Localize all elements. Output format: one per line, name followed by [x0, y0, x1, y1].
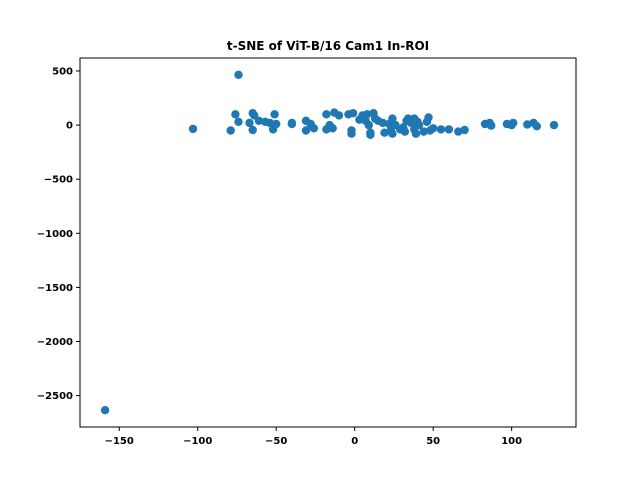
scatter-point — [378, 118, 388, 128]
plot-area-frame — [79, 57, 577, 428]
scatter-point — [364, 120, 373, 130]
scatter-point — [429, 124, 438, 133]
scatter-point — [414, 120, 424, 130]
x-tick-label: 50 — [426, 436, 440, 447]
data-points — [100, 70, 559, 415]
scatter-point — [348, 109, 358, 118]
scatter-point — [250, 111, 259, 120]
scatter-point — [380, 128, 389, 137]
scatter-point — [287, 119, 297, 129]
y-tick-label: −2500 — [37, 391, 73, 402]
y-tick-label: −1500 — [37, 283, 73, 294]
y-tick-label: −500 — [44, 175, 73, 186]
scatter-point — [388, 114, 397, 123]
scatter-point — [363, 110, 372, 119]
x-tick-label: 100 — [501, 436, 522, 447]
scatter-point — [388, 129, 397, 138]
chart-title: t-SNE of ViT-B/16 Cam1 In-ROI — [227, 39, 429, 53]
scatter-point — [549, 120, 559, 130]
scatter-point — [226, 126, 235, 135]
scatter-point — [509, 118, 518, 128]
scatter-point — [436, 125, 446, 134]
scatter-point — [234, 117, 243, 127]
y-tick-label: 0 — [66, 121, 73, 132]
scatter-point — [322, 110, 331, 119]
scatter-point — [188, 124, 198, 134]
scatter-point — [523, 120, 532, 129]
y-axis: 500 0 −500 −1000 −1500 −2000 −2500 — [37, 66, 80, 402]
scatter-point — [270, 110, 279, 119]
x-tick-label: −50 — [265, 436, 287, 447]
scatter-point — [444, 125, 454, 134]
scatter-point — [347, 126, 356, 135]
scatter-point — [328, 124, 337, 133]
scatter-point — [234, 70, 243, 80]
scatter-point — [532, 122, 541, 131]
scatter-point — [272, 119, 281, 129]
y-tick-label: −1000 — [37, 229, 73, 240]
scatter-point — [454, 127, 463, 136]
scatter-point — [309, 124, 319, 133]
scatter-point — [301, 126, 311, 135]
scatter-point — [334, 111, 344, 120]
x-tick-label: −100 — [183, 436, 212, 447]
scatter-point — [411, 129, 421, 138]
y-tick-label: −2000 — [37, 337, 73, 348]
y-tick-label: 500 — [52, 66, 73, 77]
scatter-point — [487, 121, 496, 130]
x-tick-label: 0 — [351, 436, 358, 447]
scatter-point — [245, 118, 254, 128]
scatter-point — [419, 127, 428, 136]
x-tick-label: −150 — [105, 436, 134, 447]
scatter-point — [231, 110, 240, 119]
scatter-point — [400, 127, 410, 136]
x-axis: −150 −100 −50 0 50 100 — [105, 427, 522, 447]
scatter-point — [424, 113, 433, 122]
scatter-point — [265, 118, 275, 128]
scatter-point — [254, 116, 264, 126]
scatter-point — [366, 130, 375, 139]
scatter-point — [248, 125, 257, 135]
scatter-point — [460, 125, 469, 135]
scatter-point — [100, 406, 110, 415]
